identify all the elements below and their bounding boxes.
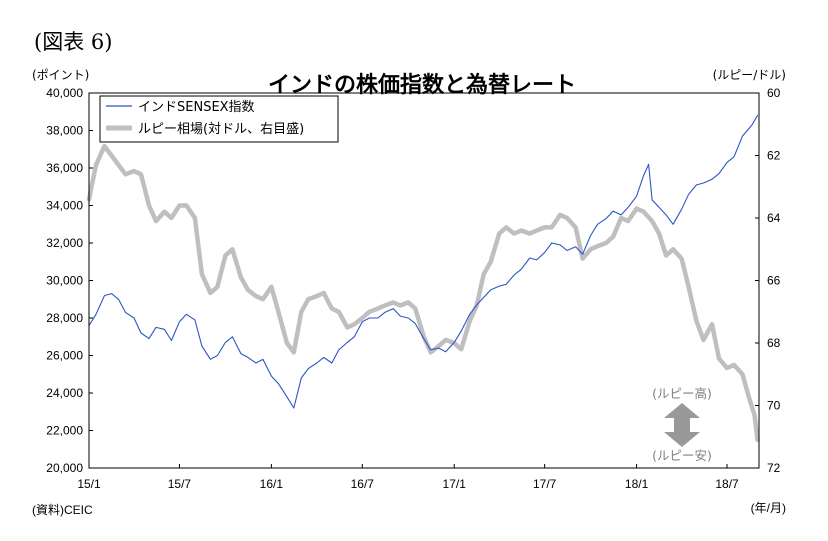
- right-axis-tick-label: 62: [767, 149, 781, 163]
- x-axis-tick-label: 16/7: [351, 477, 375, 491]
- x-axis-tick-label: 17/1: [443, 477, 467, 491]
- left-axis-tick-label: 28,000: [46, 311, 83, 325]
- left-axis-tick-label: 24,000: [46, 386, 83, 400]
- x-axis-tick-label: 18/7: [715, 477, 739, 491]
- plot-frame: [88, 92, 760, 469]
- x-axis-tick-label: 17/7: [533, 477, 557, 491]
- right-axis-tick-label: 66: [767, 274, 781, 288]
- legend-label-rupee: ルピー相場(対ドル、右目盛): [138, 122, 304, 137]
- right-axis-tick-label: 68: [767, 336, 781, 350]
- x-axis-tick-label: 15/1: [77, 477, 101, 491]
- left-axis-unit: (ポイント): [32, 68, 89, 82]
- figure-label: (図表 6): [34, 30, 113, 54]
- left-axis-tick-label: 34,000: [46, 199, 83, 213]
- left-axis-tick-label: 36,000: [46, 161, 83, 175]
- source-note: (資料)CEIC: [32, 503, 93, 517]
- left-axis-tick-label: 38,000: [46, 124, 83, 138]
- x-axis-tick-label: 15/7: [168, 477, 192, 491]
- right-axis-tick-label: 64: [767, 211, 781, 225]
- legend: インドSENSEX指数 ルピー相場(対ドル、右目盛): [99, 95, 339, 143]
- legend-box: [99, 95, 339, 143]
- sensex-series-line: [88, 114, 759, 409]
- x-axis-unit: (年/月): [751, 501, 786, 515]
- left-axis-tick-label: 22,000: [46, 424, 83, 438]
- legend-label-sensex: インドSENSEX指数: [138, 100, 255, 115]
- double-arrow-icon: [664, 403, 700, 447]
- right-axis-tick-label: 72: [767, 461, 781, 475]
- chart-title: インドの株価指数と為替レート: [268, 72, 576, 98]
- annotation-rupee-weak: (ルピー安): [652, 448, 712, 463]
- right-axis-tick-label: 70: [767, 399, 781, 413]
- left-axis-tick-label: 40,000: [46, 86, 83, 100]
- rupee-direction-annotation: (ルピー高) (ルピー安): [652, 386, 712, 463]
- x-axis-tick-label: 18/1: [625, 477, 649, 491]
- annotation-rupee-strong: (ルピー高): [652, 386, 712, 401]
- left-axis-tick-label: 32,000: [46, 236, 83, 250]
- x-axis-tick-label: 16/1: [260, 477, 284, 491]
- left-axis-tick-label: 30,000: [46, 274, 83, 288]
- right-axis-unit: (ルピー/ドル): [713, 68, 786, 82]
- left-axis-tick-label: 26,000: [46, 349, 83, 363]
- left-axis-tick-label: 20,000: [46, 461, 83, 475]
- right-axis-tick-label: 60: [767, 86, 781, 100]
